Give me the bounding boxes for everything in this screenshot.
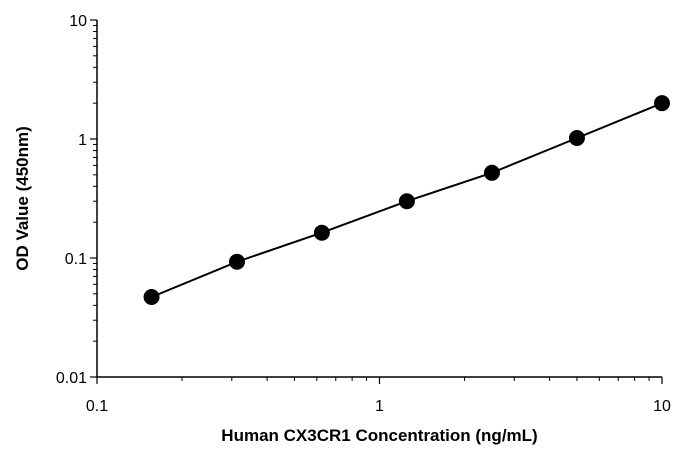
x-tick-label: 1	[375, 398, 384, 415]
x-tick-label: 10	[653, 398, 671, 415]
data-point	[654, 95, 670, 112]
series	[143, 95, 670, 306]
y-ticks: 0.01 0.1 1 10	[56, 13, 97, 387]
data-point	[568, 129, 585, 146]
data-point	[228, 253, 245, 270]
data-point	[143, 289, 160, 306]
data-point	[313, 224, 330, 241]
x-ticks: 0.1 1 10	[86, 377, 671, 415]
x-axis-title: Human CX3CR1 Concentration (ng/mL)	[221, 426, 537, 445]
axes	[96, 20, 662, 378]
data-point	[483, 164, 500, 181]
y-axis-title: OD Value (450nm)	[13, 126, 32, 271]
y-tick-label: 1	[78, 132, 87, 149]
x-tick-label: 0.1	[86, 398, 108, 415]
y-tick-label: 0.01	[56, 370, 87, 387]
data-point	[398, 193, 415, 210]
y-tick-label: 0.1	[65, 251, 87, 268]
y-tick-label: 10	[69, 13, 87, 30]
